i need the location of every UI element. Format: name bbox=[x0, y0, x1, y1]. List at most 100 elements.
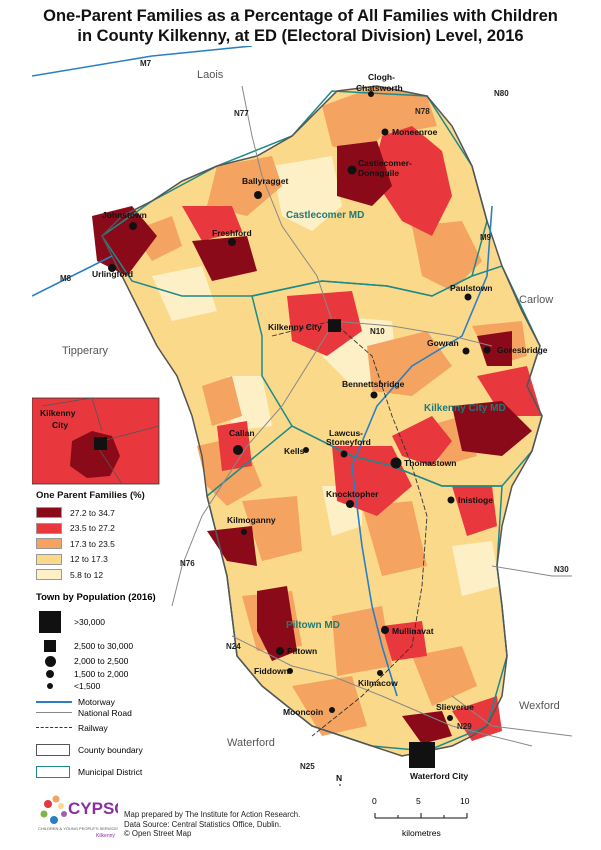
town-clogh-chatsworth[interactable]: Clogh- Chatsworth bbox=[356, 72, 403, 97]
town-mooncoin[interactable]: Mooncoin bbox=[283, 707, 335, 717]
town-goresbridge[interactable]: Goresbridge bbox=[483, 345, 548, 355]
scale-unit: kilometres bbox=[402, 828, 441, 838]
town-label: Kells bbox=[284, 446, 305, 456]
ed-region-red bbox=[287, 291, 362, 356]
town-label: Inistioge bbox=[458, 495, 493, 505]
town-label: Freshford bbox=[212, 228, 252, 238]
town-label: Kilmacow bbox=[358, 678, 398, 688]
scale-ten: 10 bbox=[460, 796, 470, 806]
md-label-piltown: Piltown MD bbox=[286, 620, 340, 631]
ed-region-red bbox=[182, 206, 242, 241]
ed-region-orange bbox=[412, 221, 482, 291]
town-kells[interactable]: Kells bbox=[284, 446, 309, 456]
town-label: Lawcus- bbox=[329, 428, 363, 438]
ed-region-dark-red bbox=[257, 586, 297, 661]
town-urlingford[interactable]: Urlingford bbox=[92, 264, 133, 279]
legend-swatch bbox=[36, 522, 62, 534]
ed-region-dark-red bbox=[477, 331, 512, 366]
town-label: Chatsworth bbox=[356, 83, 403, 93]
square-small-icon bbox=[44, 639, 56, 652]
town-lawcus-stoneyford[interactable]: Lawcus- Stoneyford bbox=[326, 428, 371, 458]
railway bbox=[271, 320, 428, 737]
town-piltown[interactable]: Piltown bbox=[276, 646, 317, 656]
county-label-laois: Laois bbox=[197, 69, 224, 81]
town-label: Paulstown bbox=[450, 283, 493, 293]
town-label: Bennettsbridge bbox=[342, 379, 405, 389]
road-label-n24: N24 bbox=[226, 642, 241, 651]
legend-label: 17.3 to 23.5 bbox=[70, 538, 115, 549]
town-knocktopher[interactable]: Knocktopher bbox=[326, 489, 379, 508]
town-kilkenny-city[interactable]: Kilkenny City bbox=[268, 319, 341, 332]
legend-swatch bbox=[36, 507, 62, 519]
county-label-tipperary: Tipperary bbox=[62, 345, 109, 357]
ed-region-red bbox=[477, 366, 542, 416]
town-waterford-city[interactable]: Waterford City bbox=[409, 742, 469, 781]
md-boundary-castlecomer bbox=[100, 90, 488, 297]
road-label-m8: M8 bbox=[60, 274, 72, 283]
credit-line-2: Data Source: Central Statistics Office, … bbox=[124, 819, 282, 829]
ed-region-orange bbox=[242, 496, 302, 561]
town-label: Knocktopher bbox=[326, 489, 379, 499]
ed-region-orange bbox=[292, 676, 367, 736]
legend-swatch bbox=[36, 553, 62, 565]
town-kilmacow[interactable]: Kilmacow bbox=[358, 670, 398, 688]
circle-medium-icon bbox=[46, 670, 54, 678]
credits: Map prepared by The Institute for Action… bbox=[124, 810, 300, 839]
town-thomastown[interactable]: Thomastown bbox=[390, 457, 457, 469]
town-label: Piltown bbox=[287, 646, 317, 656]
national-road bbox=[451, 695, 572, 737]
town-freshford[interactable]: Freshford bbox=[212, 228, 252, 246]
road-label-n30: N30 bbox=[554, 565, 569, 574]
ed-region-dark-red bbox=[452, 401, 532, 456]
town-castlecomer[interactable]: Castlecomer- Donaguile bbox=[347, 158, 413, 178]
legend-label: 23.5 to 27.2 bbox=[70, 523, 115, 534]
town-inistioge[interactable]: Inistioge bbox=[447, 495, 494, 505]
legend-label: 5.8 to 12 bbox=[70, 569, 104, 580]
town-kilmoganny[interactable]: Kilmoganny bbox=[227, 515, 276, 535]
inset-label-line2: City bbox=[52, 420, 68, 430]
motorway-line-icon bbox=[36, 700, 72, 703]
town-moneenroe[interactable]: Moneenroe bbox=[381, 127, 438, 137]
ed-region-dark-red bbox=[402, 711, 452, 744]
motorway-m8 bbox=[32, 255, 113, 297]
legend-motorway-row: Motorway bbox=[36, 696, 236, 707]
pop-label: 2,000 to 2,500 bbox=[74, 656, 129, 666]
national-road bbox=[171, 325, 333, 607]
county-boundary-icon bbox=[36, 744, 70, 756]
legend-population: Town by Population (2016) >30,000 2,500 … bbox=[36, 592, 236, 692]
square-large-icon bbox=[39, 611, 61, 633]
town-label: Mullinavat bbox=[392, 626, 434, 636]
town-callan[interactable]: Callan bbox=[229, 428, 255, 455]
town-label: Callan bbox=[229, 428, 255, 438]
ed-region-light bbox=[152, 266, 217, 321]
legend-swatch bbox=[36, 569, 62, 581]
railway-line-icon bbox=[36, 727, 72, 728]
ed-region-red bbox=[452, 696, 502, 741]
town-fiddown[interactable]: Fiddown bbox=[254, 666, 293, 676]
road-label-n78: N78 bbox=[415, 107, 430, 116]
logo-place: Kilkenny bbox=[96, 833, 115, 839]
town-johnstown[interactable]: Johnstown bbox=[102, 210, 147, 230]
legend-railway-label: Railway bbox=[78, 722, 108, 733]
town-slieverue[interactable]: Slieverue bbox=[436, 702, 474, 721]
ed-region-orange bbox=[362, 501, 427, 576]
town-bennettsbridge[interactable]: Bennettsbridge bbox=[342, 379, 405, 399]
kilkenny-map[interactable]: Laois Carlow Tipperary Wexford Waterford… bbox=[32, 46, 572, 786]
legend-md-label: Municipal District bbox=[78, 767, 143, 777]
circle-small-icon bbox=[47, 683, 53, 689]
road-label-n25: N25 bbox=[300, 762, 315, 771]
circle-large-icon bbox=[44, 655, 56, 667]
motorway-m9 bbox=[351, 205, 493, 697]
town-label: Castlecomer- bbox=[358, 158, 412, 168]
road-label-n10: N10 bbox=[370, 327, 385, 336]
inset-kilkenny-city: Kilkenny City bbox=[32, 397, 160, 485]
town-gowran[interactable]: Gowran bbox=[427, 338, 470, 355]
town-ballyragget[interactable]: Ballyragget bbox=[242, 176, 288, 199]
town-mullinavat[interactable]: Mullinavat bbox=[381, 626, 434, 636]
town-paulstown[interactable]: Paulstown bbox=[450, 283, 493, 301]
ed-region-orange bbox=[322, 86, 437, 156]
town-label: Gowran bbox=[427, 338, 459, 348]
ed-region-light bbox=[452, 541, 500, 596]
